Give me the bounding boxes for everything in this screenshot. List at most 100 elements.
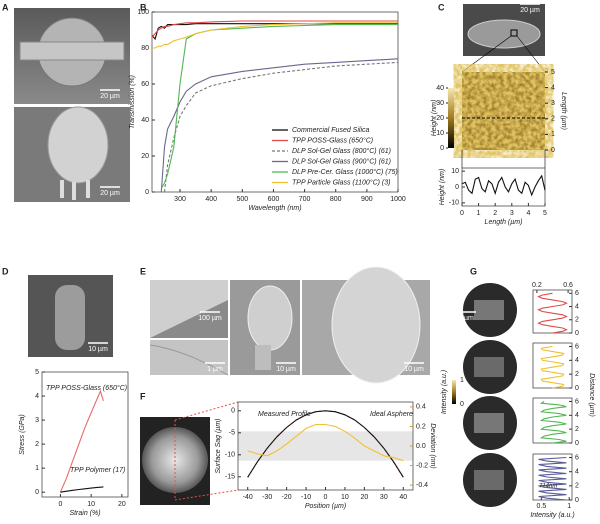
substrate xyxy=(150,300,228,338)
y-tick-label: 0.6 xyxy=(563,282,573,289)
x-tick-label: 800 xyxy=(330,196,342,203)
y2-tick-label: 0.2 xyxy=(416,423,426,430)
scale-bar-label: 20 µm xyxy=(100,190,120,197)
disk xyxy=(247,285,293,351)
series-line xyxy=(539,401,567,444)
x-axis-label: Position (µm) xyxy=(305,503,346,510)
scale-bar-label: 1 µm xyxy=(207,366,223,373)
series-line xyxy=(247,410,404,478)
colorbar-tick-label: 20 xyxy=(436,115,444,122)
panel-label: C xyxy=(438,2,445,12)
x-tick-label: 2 xyxy=(575,483,579,490)
colorbar xyxy=(448,88,454,148)
y-axis-label: Height (nm) xyxy=(439,169,446,206)
pillar xyxy=(55,285,85,350)
band xyxy=(19,41,125,61)
g-images xyxy=(452,283,517,507)
series-line xyxy=(152,22,398,49)
x-tick-label: 4 xyxy=(575,412,579,419)
zoom-line xyxy=(516,35,546,73)
x-tick-label: 6 xyxy=(575,290,579,297)
images xyxy=(14,4,546,507)
x-tick-label: 600 xyxy=(268,196,280,203)
x-tick-label: 500 xyxy=(236,196,248,203)
x-tick-label: 4 xyxy=(526,210,530,217)
x-tick-label: -20 xyxy=(282,494,292,501)
x-tick-label: 2 xyxy=(575,426,579,433)
height-texture xyxy=(462,72,545,150)
y-axis-label: Intensity (a.u.) xyxy=(530,512,574,519)
series-line xyxy=(538,456,567,501)
length-tick-label: 4 xyxy=(551,84,555,91)
x-axis-label: Strain (%) xyxy=(69,510,100,517)
y-tick-label: 2 xyxy=(35,441,39,448)
series-line xyxy=(151,20,398,38)
scale-bar-label: 100 µm xyxy=(198,315,222,322)
colorbar-label: Height (nm) xyxy=(431,100,438,137)
x-tick-label: 0 xyxy=(58,501,62,508)
x-tick-label: 400 xyxy=(205,196,217,203)
x-tick-label: 6 xyxy=(575,343,579,350)
series-line xyxy=(160,58,399,193)
x-tick-label: 900 xyxy=(361,196,373,203)
y-tick-label: 0.2 xyxy=(532,282,542,289)
scale-bar-label: 10 µm xyxy=(404,366,424,373)
y2-tick-label: -0.2 xyxy=(416,462,428,469)
series-label: TPP POSS-Glass (650°C) xyxy=(46,384,127,392)
panel-label: D xyxy=(2,266,9,276)
panel-label: F xyxy=(140,391,146,401)
series-line xyxy=(163,61,399,193)
scale-bar-label: 10 µm xyxy=(88,346,108,353)
panel-label: B xyxy=(140,2,147,12)
scale-bar-label: 10 µm xyxy=(276,366,296,373)
edge xyxy=(149,344,229,376)
y-tick-label: 0.5 xyxy=(536,503,546,510)
y-tick-label: 0 xyxy=(231,408,235,415)
x-tick-label: 0 xyxy=(575,440,579,447)
colorbar-tick-label: 0 xyxy=(440,145,444,152)
pattern xyxy=(474,413,504,433)
x-tick-label: 40 xyxy=(399,494,407,501)
legend-label: DLP Pre-Cer. Glass (1000°C) (75) xyxy=(292,168,398,176)
x-tick-label: 5 xyxy=(543,210,547,217)
legend-label: DLP Sol-Gel Glass (900°C) (61) xyxy=(292,157,391,165)
x-tick-label: 0 xyxy=(575,497,579,504)
y-tick-label: 1 xyxy=(35,465,39,472)
y-tick-label: 10 xyxy=(451,168,459,175)
leg xyxy=(72,182,76,200)
sem-image xyxy=(150,340,228,375)
y-tick-label: 1 xyxy=(567,503,571,510)
y-axis-label: Transmission (%) xyxy=(129,75,136,129)
y2-tick-label: 0.4 xyxy=(416,404,426,411)
x-tick-label: 0 xyxy=(575,385,579,392)
x-tick-label: 2 xyxy=(493,210,497,217)
x-tick-label: -10 xyxy=(301,494,311,501)
y-tick-label: 0 xyxy=(35,489,39,496)
colorbar-tick-label: 10 xyxy=(436,130,444,137)
colorbar-tick-label: 30 xyxy=(436,100,444,107)
plot-frame xyxy=(532,397,573,444)
series-line xyxy=(247,423,404,462)
y-tick-label: -10 xyxy=(449,200,459,207)
y-tick-label: -15 xyxy=(225,474,235,481)
length-tick-label: 3 xyxy=(551,100,555,107)
y-tick-label: 0 xyxy=(145,189,149,196)
zoom-line xyxy=(461,35,512,73)
x-tick-label: -40 xyxy=(243,494,253,501)
y-tick-label: 40 xyxy=(141,117,149,124)
x-tick-label: 10 xyxy=(87,501,95,508)
zoom-line xyxy=(174,489,239,501)
length-tick-label: 5 xyxy=(551,69,555,76)
pattern xyxy=(474,300,504,320)
length-tick-label: 1 xyxy=(551,131,555,138)
annotation: 714nm xyxy=(539,484,557,490)
x-tick-label: 20 xyxy=(118,501,126,508)
colorbar-tick-label: 1 xyxy=(460,377,464,384)
x-axis-label: Length (µm) xyxy=(485,219,523,226)
colorbar-label: Intensity (a.u.) xyxy=(441,370,448,414)
series-label: TPP Polymer (17) xyxy=(70,467,125,474)
y-tick-label: 100 xyxy=(137,9,149,16)
y-tick-label: 80 xyxy=(141,45,149,52)
roi xyxy=(510,29,518,37)
